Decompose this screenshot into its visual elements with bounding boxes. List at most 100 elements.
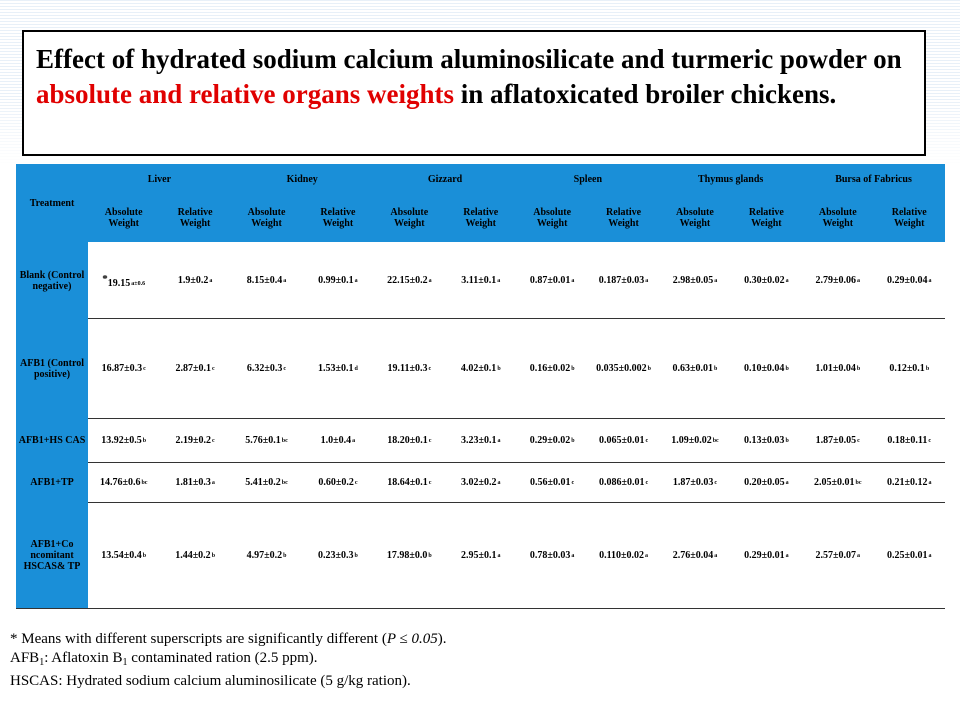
mean-value: 0.99±0.1: [318, 275, 354, 286]
footnote-text: contaminated ration (2.5 ppm).: [127, 650, 318, 666]
value-cell: 2.05±0.01bc: [802, 462, 874, 503]
absolute-weight-header: Absolute Weight: [516, 194, 588, 243]
superscript-letter: c: [212, 366, 215, 372]
superscript-letter: c: [645, 480, 649, 486]
organ-header: Thymus glands: [659, 164, 803, 194]
treatment-cell: AFB1+TP: [16, 462, 88, 503]
organ-header: Bursa of Fabricus: [802, 164, 945, 194]
relative-weight-header: Relative Weight: [445, 194, 517, 243]
treatment-cell: Blank (Control negative): [16, 242, 88, 319]
mean-value: 1.09±0.02: [671, 435, 712, 446]
value-cell: 0.87±0.01a: [516, 242, 588, 319]
footnote-text: * Means with different superscripts are …: [10, 631, 387, 647]
superscript-letter: a: [211, 480, 215, 486]
superscript-letter: a: [497, 278, 501, 284]
value-cell: 1.0±0.4a: [302, 418, 374, 463]
value-cell: 0.10±0.04b: [730, 318, 803, 419]
value-cell: 3.23±0.1a: [445, 418, 517, 463]
value-cell: 2.98±0.05a: [659, 242, 731, 319]
superscript-letter: c: [571, 480, 575, 486]
superscript-letter: c: [283, 366, 287, 372]
value-cell: 16.87±0.3c: [88, 318, 160, 419]
superscript-letter: b: [571, 438, 575, 444]
weight-type-header-row: Absolute Weight Relative Weight Absolute W…: [16, 194, 945, 243]
mean-value: 0.29±0.02: [529, 435, 571, 446]
mean-value: 3.23±0.1: [460, 435, 497, 446]
superscript-letter: a: [857, 553, 861, 559]
organ-header: Spleen: [516, 164, 660, 194]
superscript-letter: c: [645, 438, 649, 444]
treatment-cell: AFB1+Co ncomitant HSCAS& TP: [16, 502, 88, 609]
mean-value: 2.05±0.01: [814, 477, 855, 488]
relative-weight-header: Relative Weight: [159, 194, 231, 243]
superscript-letter: b: [428, 553, 432, 559]
value-cell: 3.02±0.2a: [445, 462, 517, 503]
superscript-letter: a±0.6: [131, 280, 146, 287]
superscript-letter: a: [283, 278, 287, 284]
footnote-text: ).: [437, 631, 447, 647]
mean-value: 5.76±0.1: [245, 435, 281, 446]
mean-value: 1.81±0.3: [175, 477, 211, 488]
value-cell: 1.9±0.2a: [159, 242, 231, 319]
superscript-letter: a: [497, 438, 501, 444]
value-cell: 1.81±0.3a: [159, 462, 231, 503]
value-cell: 0.086±0.01c: [587, 462, 660, 503]
value-cell: 2.19±0.2c: [159, 418, 231, 463]
absolute-weight-header: Absolute Weight: [373, 194, 446, 243]
value-cell: 0.56±0.01c: [516, 462, 588, 503]
footnote-text: AFB: [10, 650, 40, 666]
mean-value: 1.87±0.03: [672, 477, 714, 488]
superscript-letter: b: [785, 366, 789, 372]
superscript-letter: d: [354, 366, 358, 372]
value-cell: 0.035±0.002b: [587, 318, 660, 419]
table-row: AFB1+Co ncomitant HSCAS& TP 13.54±0.4b 1.4…: [16, 502, 945, 609]
mean-value: 1.0±0.4: [320, 435, 352, 446]
table-body: Blank (Control negative) *19.15a±0.6 1.9±0…: [16, 242, 945, 609]
mean-value: 2.76±0.04: [672, 550, 714, 561]
value-cell: 0.12±0.1b: [873, 318, 945, 419]
mean-value: 1.9±0.2: [177, 275, 209, 286]
title-highlight: absolute and relative organs weights: [36, 79, 455, 109]
organ-header: Liver: [88, 164, 231, 194]
treatment-header: Treatment: [16, 164, 88, 243]
mean-value: 22.15±0.2: [387, 275, 428, 286]
value-cell: 2.57±0.07a: [802, 502, 874, 609]
superscript-letter: a: [714, 278, 718, 284]
superscript-letter: bc: [712, 438, 719, 444]
mean-value: 2.57±0.07: [815, 550, 857, 561]
superscript-letter: a: [645, 278, 649, 284]
mean-value: 4.97±0.2: [246, 550, 283, 561]
organ-header-row: Treatment Liver Kidney Gizzard Spleen Thymus…: [16, 164, 945, 243]
value-cell: 0.29±0.01a: [730, 502, 803, 609]
value-cell: 2.79±0.06a: [802, 242, 874, 319]
value-cell: 0.23±0.3b: [302, 502, 374, 609]
superscript-letter: a: [785, 480, 789, 486]
value-cell: 13.54±0.4b: [88, 502, 160, 609]
organ-weights-table-container: Treatment Liver Kidney Gizzard Spleen Thymus…: [16, 164, 945, 609]
superscript-letter: a: [928, 278, 932, 284]
superscript-letter: b: [142, 553, 147, 559]
footnotes: * Means with different superscripts are …: [10, 630, 950, 691]
value-cell: 4.02±0.1b: [445, 318, 517, 419]
mean-value: 0.25±0.01: [886, 550, 928, 561]
superscript-letter: bc: [281, 438, 288, 444]
mean-value: 19.15: [107, 277, 131, 289]
slide-title: Effect of hydrated sodium calcium alumin…: [22, 30, 926, 156]
mean-value: 0.16±0.02: [529, 363, 571, 374]
value-cell: 17.98±0.0b: [373, 502, 446, 609]
value-cell: 4.97±0.2b: [230, 502, 303, 609]
mean-value: 1.44±0.2: [175, 550, 211, 561]
superscript-letter: a: [352, 438, 356, 444]
table-row: AFB1+TP 14.76±0.6bc 1.81±0.3a 5.41±0.2bc 0.6…: [16, 462, 945, 503]
absolute-weight-header: Absolute Weight: [659, 194, 731, 243]
table-row: AFB1+HS CAS 13.92±0.5b 2.19±0.2c 5.76±0.1bc…: [16, 418, 945, 463]
superscript-letter: a: [928, 553, 932, 559]
footnote-subscript: 1: [122, 657, 128, 668]
value-cell: 13.92±0.5b: [88, 418, 160, 463]
mean-value: 13.54±0.4: [101, 550, 142, 561]
superscript-letter: b: [647, 366, 651, 372]
mean-value: 0.23±0.3: [318, 550, 354, 561]
value-cell: 1.09±0.02bc: [659, 418, 731, 463]
superscript-letter: b: [785, 438, 789, 444]
value-cell: 0.16±0.02b: [516, 318, 588, 419]
